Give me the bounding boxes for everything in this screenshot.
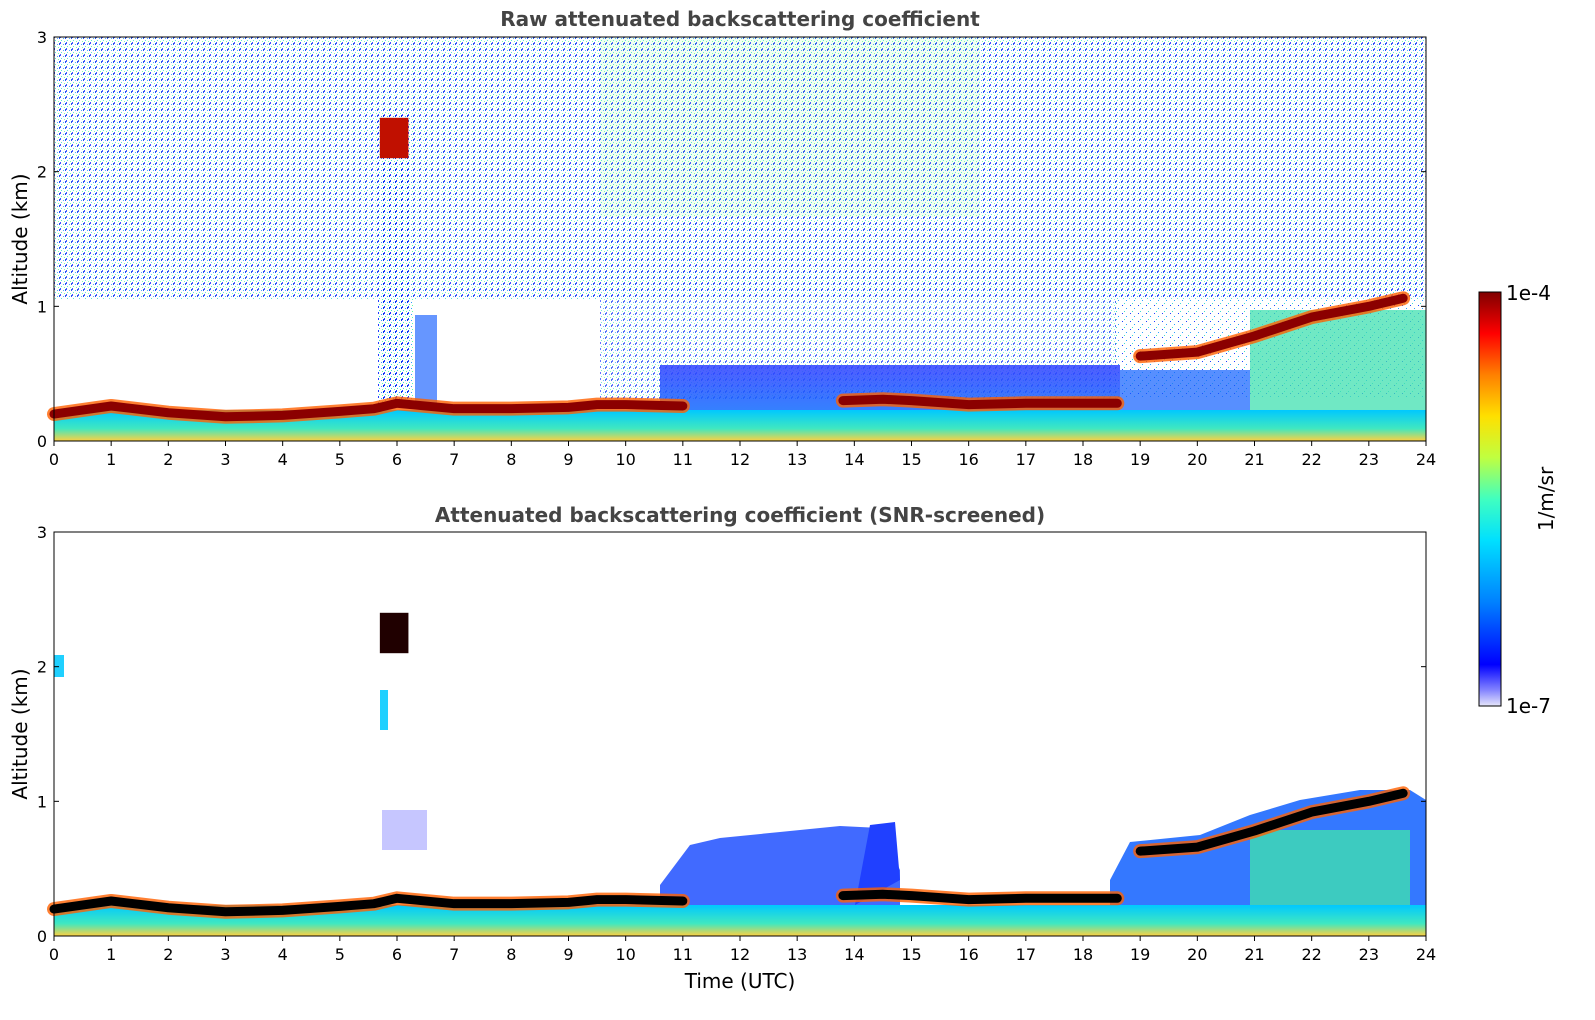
top-layer-boundary-layer-top bbox=[49, 398, 688, 422]
bottom-y-tick-label: 3 bbox=[37, 523, 47, 542]
bottom-x-tick-label: 11 bbox=[673, 945, 693, 964]
bottom-x-tick-label: 1 bbox=[106, 945, 116, 964]
colorbar-scale bbox=[1478, 291, 1502, 707]
top-x-tick-label: 7 bbox=[449, 450, 459, 469]
top-y-tick-label: 0 bbox=[37, 432, 47, 451]
bottom-x-tick-label: 4 bbox=[278, 945, 288, 964]
top-x-tick-label: 22 bbox=[1301, 450, 1321, 469]
bottom-x-tick-label: 7 bbox=[449, 945, 459, 964]
top-layer-evening-layer bbox=[838, 394, 1122, 410]
top-x-tick-label: 17 bbox=[1016, 450, 1036, 469]
bottom-y-tick-label: 0 bbox=[37, 927, 47, 946]
top-x-ticks: 0 1 2 3 4 5 6 7 8 9 10 11 12 13 14 15 16 17 18 19 20 21 22 23 24 bbox=[49, 441, 1436, 469]
top-y-tick-label: 2 bbox=[37, 163, 47, 182]
colorbar-unit-label: 1/m/sr bbox=[1534, 466, 1558, 531]
top-y-tick-label: 1 bbox=[37, 297, 47, 316]
bottom-x-tick-label: 6 bbox=[392, 945, 402, 964]
bottom-y-tick-label: 1 bbox=[37, 792, 47, 811]
top-x-tick-label: 16 bbox=[958, 450, 978, 469]
top-x-tick-label: 11 bbox=[673, 450, 693, 469]
top-x-tick-label: 6 bbox=[392, 450, 402, 469]
top-panel: Raw attenuated backscattering coefficien… bbox=[8, 7, 1436, 469]
bottom-x-tick-label: 17 bbox=[1016, 945, 1036, 964]
bottom-x-tick-label: 0 bbox=[49, 945, 59, 964]
bottom-x-tick-label: 21 bbox=[1244, 945, 1264, 964]
top-noise-upper bbox=[54, 37, 1426, 299]
top-layer-elevated-cloud bbox=[379, 117, 409, 159]
top-x-tick-label: 20 bbox=[1187, 450, 1207, 469]
top-x-tick-label: 13 bbox=[787, 450, 807, 469]
bottom-layer-evening-layer bbox=[838, 889, 1122, 905]
bottom-heatmap bbox=[47, 532, 1426, 936]
top-y-ticks: 0 1 2 3 bbox=[37, 28, 1426, 451]
bottom-y-tick-label: 2 bbox=[37, 658, 47, 677]
bottom-x-tick-label: 2 bbox=[163, 945, 173, 964]
bottom-x-tick-label: 24 bbox=[1416, 945, 1436, 964]
top-y-axis-label: Altitude (km) bbox=[8, 173, 32, 304]
bottom-x-tick-label: 8 bbox=[506, 945, 516, 964]
top-x-tick-label: 15 bbox=[901, 450, 921, 469]
bottom-x-tick-label: 9 bbox=[563, 945, 573, 964]
top-x-tick-label: 3 bbox=[220, 450, 230, 469]
colorbar-min-label: 1e-7 bbox=[1506, 694, 1551, 718]
bottom-layer-boundary-layer-top bbox=[49, 893, 688, 917]
colorbar: 1e-4 1e-7 1/m/sr bbox=[1478, 281, 1558, 718]
bottom-layer-elevated-cloud bbox=[379, 612, 409, 654]
top-heatmap bbox=[47, 37, 1426, 441]
x-axis-label: Time (UTC) bbox=[684, 969, 796, 993]
bottom-x-tick-label: 18 bbox=[1073, 945, 1093, 964]
top-x-tick-label: 24 bbox=[1416, 450, 1436, 469]
bottom-x-tick-label: 12 bbox=[730, 945, 750, 964]
top-layer-rising-layer bbox=[1135, 293, 1408, 361]
top-x-tick-label: 10 bbox=[615, 450, 635, 469]
top-x-tick-label: 5 bbox=[335, 450, 345, 469]
bottom-x-tick-label: 20 bbox=[1187, 945, 1207, 964]
bottom-x-tick-label: 5 bbox=[335, 945, 345, 964]
top-x-tick-label: 9 bbox=[563, 450, 573, 469]
bottom-convective-region bbox=[660, 826, 900, 908]
top-x-tick-label: 2 bbox=[163, 450, 173, 469]
bottom-panel: Attenuated backscattering coefficient (S… bbox=[8, 503, 1436, 993]
bottom-x-tick-label: 19 bbox=[1130, 945, 1150, 964]
bottom-x-tick-label: 14 bbox=[844, 945, 864, 964]
top-panel-title: Raw attenuated backscattering coefficien… bbox=[500, 7, 980, 31]
top-x-tick-label: 4 bbox=[278, 450, 288, 469]
bottom-x-tick-label: 16 bbox=[958, 945, 978, 964]
top-x-tick-label: 19 bbox=[1130, 450, 1150, 469]
top-x-tick-label: 1 bbox=[106, 450, 116, 469]
bottom-y-axis-label: Altitude (km) bbox=[8, 668, 32, 799]
top-x-tick-label: 21 bbox=[1244, 450, 1264, 469]
top-greenish-noise bbox=[600, 37, 980, 217]
top-y-tick-label: 3 bbox=[37, 28, 47, 47]
bottom-panel-title: Attenuated backscattering coefficient (S… bbox=[435, 503, 1045, 527]
colorbar-max-label: 1e-4 bbox=[1506, 281, 1551, 305]
bottom-x-tick-label: 13 bbox=[787, 945, 807, 964]
top-x-tick-label: 18 bbox=[1073, 450, 1093, 469]
bottom-layer-marks bbox=[47, 612, 1411, 919]
top-x-tick-label: 14 bbox=[844, 450, 864, 469]
bottom-y-ticks: 0 1 2 3 bbox=[37, 523, 1426, 946]
top-x-tick-label: 12 bbox=[730, 450, 750, 469]
bottom-x-tick-label: 3 bbox=[220, 945, 230, 964]
top-x-tick-label: 0 bbox=[49, 450, 59, 469]
bottom-x-tick-label: 15 bbox=[901, 945, 921, 964]
bottom-layer-rising-layer bbox=[1135, 788, 1408, 856]
bottom-x-ticks: 0 1 2 3 4 5 6 7 8 9 10 11 12 13 14 15 16 17 18 19 20 21 22 23 24 bbox=[49, 936, 1436, 964]
top-x-tick-label: 23 bbox=[1359, 450, 1379, 469]
bottom-x-tick-label: 22 bbox=[1301, 945, 1321, 964]
bottom-x-tick-label: 23 bbox=[1359, 945, 1379, 964]
top-x-tick-label: 8 bbox=[506, 450, 516, 469]
bottom-x-tick-label: 10 bbox=[615, 945, 635, 964]
top-layer-marks bbox=[47, 117, 1411, 424]
